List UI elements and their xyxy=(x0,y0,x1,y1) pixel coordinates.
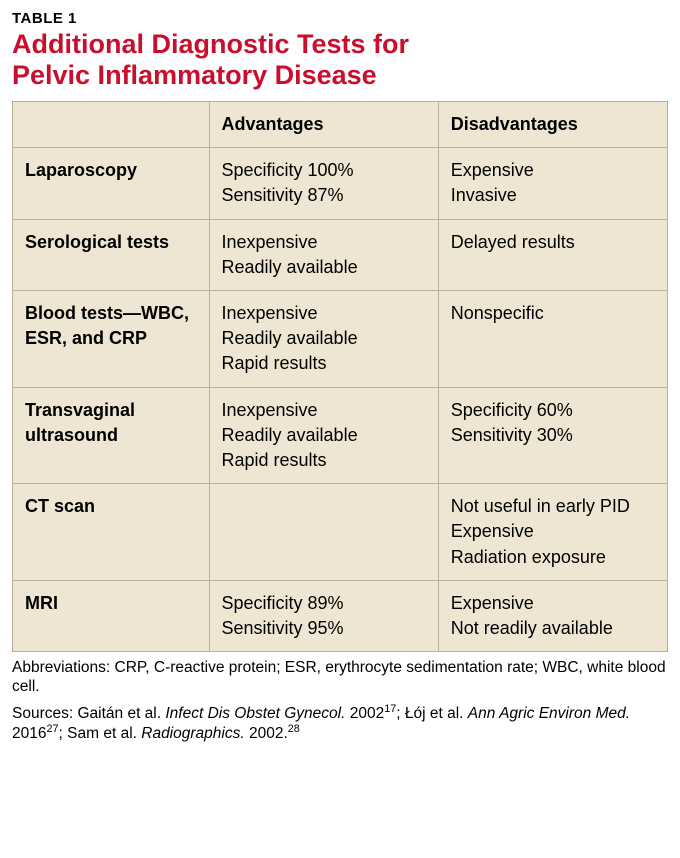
row-disadvantages: Nonspecific xyxy=(438,291,667,388)
advantage-line: Specificity 89% xyxy=(222,591,426,616)
col-header-empty xyxy=(13,102,210,148)
source-1-year: 2002 xyxy=(345,705,384,722)
row-name: Laparoscopy xyxy=(13,148,210,219)
advantage-line: Sensitivity 95% xyxy=(222,616,426,641)
source-3-journal: Radiographics. xyxy=(141,726,244,743)
advantage-line: Rapid results xyxy=(222,351,426,376)
row-advantages: Specificity 89%Sensitivity 95% xyxy=(209,580,438,651)
table-row: CT scan Not useful in early PIDExpensiveR… xyxy=(13,484,668,581)
source-sep-2: ; Sam et al. xyxy=(59,726,142,743)
table-row: Blood tests—WBC, ESR, and CRPInexpensive… xyxy=(13,291,668,388)
advantage-line: Specificity 100% xyxy=(222,158,426,183)
disadvantage-line: Nonspecific xyxy=(451,301,655,326)
table-title: Additional Diagnostic Tests for Pelvic I… xyxy=(12,29,668,91)
source-2-journal: Ann Agric Environ Med. xyxy=(468,705,630,722)
col-header-advantages: Advantages xyxy=(209,102,438,148)
disadvantage-line: Invasive xyxy=(451,183,655,208)
disadvantage-line: Sensitivity 30% xyxy=(451,423,655,448)
row-name: MRI xyxy=(13,580,210,651)
disadvantage-line: Radiation exposure xyxy=(451,545,655,570)
diagnostic-tests-table: Advantages Disadvantages LaparoscopySpec… xyxy=(12,101,668,652)
source-1-ref: 17 xyxy=(384,703,396,715)
advantage-line: Rapid results xyxy=(222,448,426,473)
row-advantages: Specificity 100%Sensitivity 87% xyxy=(209,148,438,219)
disadvantage-line: Not readily available xyxy=(451,616,655,641)
advantage-line: Inexpensive xyxy=(222,301,426,326)
source-1-journal: Infect Dis Obstet Gynecol. xyxy=(165,705,345,722)
source-3-year: 2002. xyxy=(245,726,288,743)
advantage-line: Sensitivity 87% xyxy=(222,183,426,208)
source-2-ref: 27 xyxy=(46,723,58,735)
table-row: LaparoscopySpecificity 100%Sensitivity 8… xyxy=(13,148,668,219)
table-row: Serological testsInexpensiveReadily avai… xyxy=(13,219,668,290)
source-3-ref: 28 xyxy=(288,723,300,735)
disadvantage-line: Not useful in early PID xyxy=(451,494,655,519)
row-disadvantages: ExpensiveInvasive xyxy=(438,148,667,219)
row-advantages: InexpensiveReadily availableRapid result… xyxy=(209,291,438,388)
title-line-1: Additional Diagnostic Tests for xyxy=(12,29,409,59)
sources-prefix: Sources: Gaitán et al. xyxy=(12,705,165,722)
source-sep-1: ; Łój et al. xyxy=(396,705,468,722)
disadvantage-line: Delayed results xyxy=(451,230,655,255)
table-body: LaparoscopySpecificity 100%Sensitivity 8… xyxy=(13,148,668,652)
row-disadvantages: ExpensiveNot readily available xyxy=(438,580,667,651)
row-advantages: InexpensiveReadily available xyxy=(209,219,438,290)
col-header-disadvantages: Disadvantages xyxy=(438,102,667,148)
disadvantage-line: Expensive xyxy=(451,591,655,616)
row-disadvantages: Delayed results xyxy=(438,219,667,290)
row-disadvantages: Specificity 60%Sensitivity 30% xyxy=(438,387,667,484)
table-header-row: Advantages Disadvantages xyxy=(13,102,668,148)
table-row: Transvaginal ultrasoundInexpensiveReadil… xyxy=(13,387,668,484)
source-2-year: 2016 xyxy=(12,726,46,743)
table-row: MRISpecificity 89%Sensitivity 95%Expensi… xyxy=(13,580,668,651)
row-name: Transvaginal ultrasound xyxy=(13,387,210,484)
advantage-line: Readily available xyxy=(222,423,426,448)
row-name: Serological tests xyxy=(13,219,210,290)
row-disadvantages: Not useful in early PIDExpensiveRadiatio… xyxy=(438,484,667,581)
row-name: CT scan xyxy=(13,484,210,581)
advantage-line: Inexpensive xyxy=(222,230,426,255)
disadvantage-line: Specificity 60% xyxy=(451,398,655,423)
disadvantage-line: Expensive xyxy=(451,158,655,183)
sources-note: Sources: Gaitán et al. Infect Dis Obstet… xyxy=(12,703,668,744)
advantage-line: Readily available xyxy=(222,255,426,280)
row-advantages xyxy=(209,484,438,581)
row-name: Blood tests—WBC, ESR, and CRP xyxy=(13,291,210,388)
abbreviations-note: Abbreviations: CRP, C-reactive protein; … xyxy=(12,658,668,697)
advantage-line: Inexpensive xyxy=(222,398,426,423)
title-line-2: Pelvic Inflammatory Disease xyxy=(12,60,377,90)
table-label: TABLE 1 xyxy=(12,10,668,27)
advantage-line: Readily available xyxy=(222,326,426,351)
row-advantages: InexpensiveReadily availableRapid result… xyxy=(209,387,438,484)
disadvantage-line: Expensive xyxy=(451,519,655,544)
